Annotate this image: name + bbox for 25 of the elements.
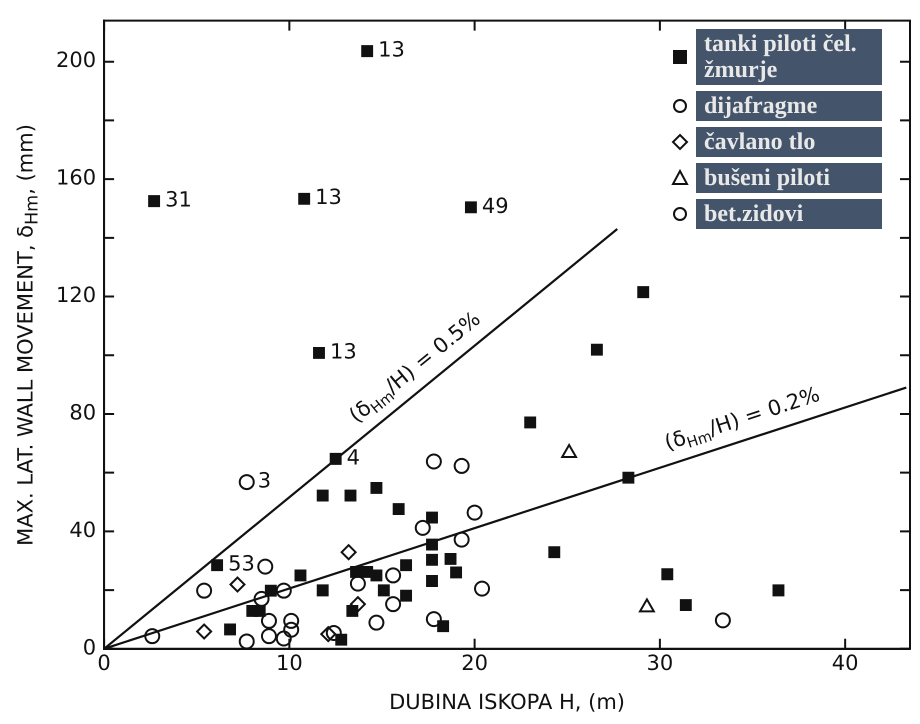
label-box: bet.zidovi <box>696 198 882 229</box>
annotation: 53 <box>228 552 255 576</box>
y-tick-label: 120 <box>56 282 96 307</box>
annotation: 31 <box>165 188 192 212</box>
annotation: 3 <box>258 468 272 493</box>
annotation: 13 <box>315 185 342 210</box>
annotation: 49 <box>482 194 509 218</box>
y-tick-label: 200 <box>56 48 96 72</box>
y-tick-label: 80 <box>69 400 96 424</box>
x-tick-label: 40 <box>832 650 859 675</box>
label-box: čavlano tlo <box>696 126 882 157</box>
y-tick-label: 160 <box>56 166 96 190</box>
label-box: tanki piloti čel. žmurje <box>696 28 882 85</box>
label-box: bušeni piloti <box>696 162 882 193</box>
y-tick-label: 40 <box>69 518 96 542</box>
annotation: 13 <box>378 38 405 62</box>
x-axis-title: DUBINA ISKOPA H, (m) <box>389 690 625 714</box>
x-tick-label: 20 <box>461 650 488 675</box>
annotation: (δHm/H) = 0.2% <box>662 382 823 455</box>
annotation: 4 <box>346 445 360 470</box>
annotation: 13 <box>330 339 357 364</box>
x-tick-label: 10 <box>276 650 303 675</box>
label-box: dijafragme <box>696 90 882 121</box>
x-tick-label: 30 <box>646 650 674 675</box>
y-tick-label: 0 <box>82 635 96 660</box>
